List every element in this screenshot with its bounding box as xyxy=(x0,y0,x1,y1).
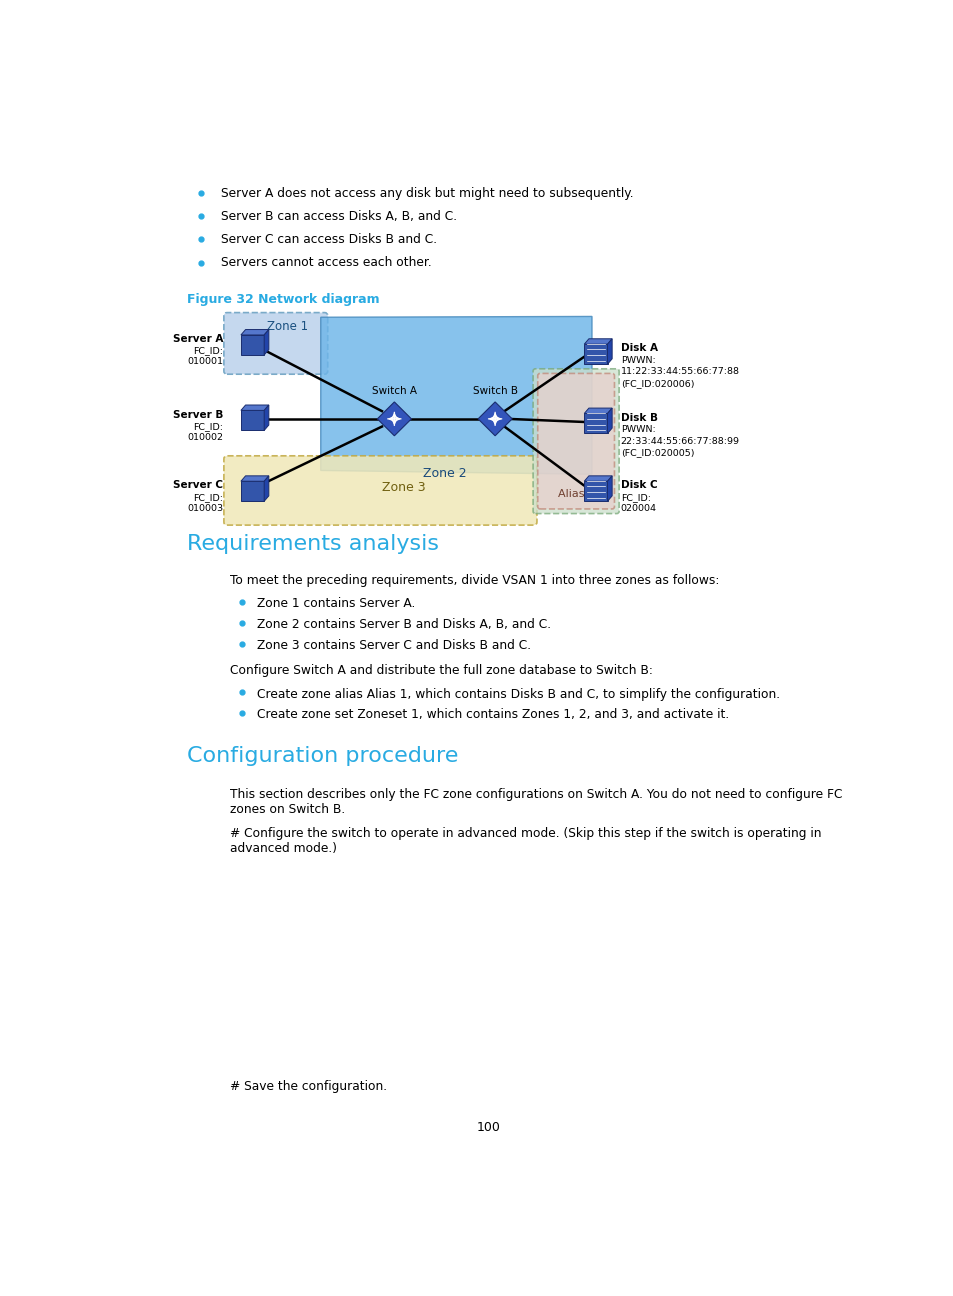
Text: Alias 1: Alias 1 xyxy=(557,489,594,499)
Polygon shape xyxy=(241,329,269,334)
Text: Disk A: Disk A xyxy=(620,343,657,354)
Text: 010001: 010001 xyxy=(187,358,223,367)
Text: Zone 2: Zone 2 xyxy=(422,467,466,480)
Text: Server A does not access any disk but might need to subsequently.: Server A does not access any disk but mi… xyxy=(220,187,633,200)
FancyBboxPatch shape xyxy=(583,481,607,502)
FancyBboxPatch shape xyxy=(224,456,537,525)
Text: Server C: Server C xyxy=(172,481,223,490)
Text: PWWN:: PWWN: xyxy=(620,355,655,364)
Text: Create zone alias Alias 1, which contains Disks B and C, to simplify the configu: Create zone alias Alias 1, which contain… xyxy=(257,688,780,701)
Text: Server A: Server A xyxy=(172,334,223,345)
FancyBboxPatch shape xyxy=(583,345,607,364)
Text: Requirements analysis: Requirements analysis xyxy=(187,534,439,555)
Text: Server C can access Disks B and C.: Server C can access Disks B and C. xyxy=(220,233,436,246)
Text: FC_ID:: FC_ID: xyxy=(193,492,223,502)
Polygon shape xyxy=(607,338,612,364)
Text: 22:33:44:55:66:77:88:99: 22:33:44:55:66:77:88:99 xyxy=(620,437,739,446)
Text: Create zone set Zoneset 1, which contains Zones 1, 2, and 3, and activate it.: Create zone set Zoneset 1, which contain… xyxy=(257,709,729,722)
Text: Zone 1 contains Server A.: Zone 1 contains Server A. xyxy=(257,597,416,610)
Polygon shape xyxy=(607,408,612,433)
FancyBboxPatch shape xyxy=(224,312,328,375)
Text: (FC_ID:020005): (FC_ID:020005) xyxy=(620,448,694,457)
Polygon shape xyxy=(264,329,269,355)
Polygon shape xyxy=(241,404,269,411)
Text: Disk B: Disk B xyxy=(620,412,657,422)
Text: FC_ID:: FC_ID: xyxy=(620,492,650,502)
Text: Switch B: Switch B xyxy=(472,386,517,395)
Text: (FC_ID:020006): (FC_ID:020006) xyxy=(620,378,694,388)
Text: Switch A: Switch A xyxy=(372,386,416,395)
Text: Zone 3 contains Server C and Disks B and C.: Zone 3 contains Server C and Disks B and… xyxy=(257,639,531,652)
Text: 100: 100 xyxy=(476,1121,500,1134)
Text: Zone 2 contains Server B and Disks A, B, and C.: Zone 2 contains Server B and Disks A, B,… xyxy=(257,618,551,631)
Text: Figure 32 Network diagram: Figure 32 Network diagram xyxy=(187,293,379,306)
FancyBboxPatch shape xyxy=(537,373,614,509)
Text: # Save the configuration.: # Save the configuration. xyxy=(230,1081,387,1094)
Text: PWWN:: PWWN: xyxy=(620,425,655,434)
Text: 020004: 020004 xyxy=(620,504,656,513)
Polygon shape xyxy=(264,404,269,430)
Text: FC_ID:: FC_ID: xyxy=(193,346,223,355)
Text: Zone 1: Zone 1 xyxy=(267,320,308,333)
FancyBboxPatch shape xyxy=(241,334,264,355)
Polygon shape xyxy=(241,476,269,481)
FancyBboxPatch shape xyxy=(241,411,264,430)
Text: Configuration procedure: Configuration procedure xyxy=(187,746,458,766)
Polygon shape xyxy=(583,408,612,413)
Polygon shape xyxy=(583,476,612,481)
Text: Servers cannot access each other.: Servers cannot access each other. xyxy=(220,257,431,270)
FancyBboxPatch shape xyxy=(583,413,607,433)
Polygon shape xyxy=(377,402,411,435)
Polygon shape xyxy=(477,402,512,435)
Text: Server B can access Disks A, B, and C.: Server B can access Disks A, B, and C. xyxy=(220,210,456,223)
Text: 11:22:33:44:55:66:77:88: 11:22:33:44:55:66:77:88 xyxy=(620,367,739,376)
Polygon shape xyxy=(583,338,612,345)
Text: Disk C: Disk C xyxy=(620,481,657,490)
Text: 010003: 010003 xyxy=(187,504,223,512)
Polygon shape xyxy=(264,476,269,502)
FancyBboxPatch shape xyxy=(533,369,618,513)
Text: Zone 3: Zone 3 xyxy=(381,481,425,494)
Text: Configure Switch A and distribute the full zone database to Switch B:: Configure Switch A and distribute the fu… xyxy=(230,665,652,678)
Text: Server B: Server B xyxy=(172,410,223,420)
FancyBboxPatch shape xyxy=(241,481,264,502)
Text: 010002: 010002 xyxy=(187,433,223,442)
Polygon shape xyxy=(607,476,612,502)
Text: To meet the preceding requirements, divide VSAN 1 into three zones as follows:: To meet the preceding requirements, divi… xyxy=(230,574,719,587)
Text: FC_ID:: FC_ID: xyxy=(193,422,223,432)
Polygon shape xyxy=(320,316,592,474)
Text: This section describes only the FC zone configurations on Switch A. You do not n: This section describes only the FC zone … xyxy=(230,788,841,816)
Text: # Configure the switch to operate in advanced mode. (Skip this step if the switc: # Configure the switch to operate in adv… xyxy=(230,827,821,855)
